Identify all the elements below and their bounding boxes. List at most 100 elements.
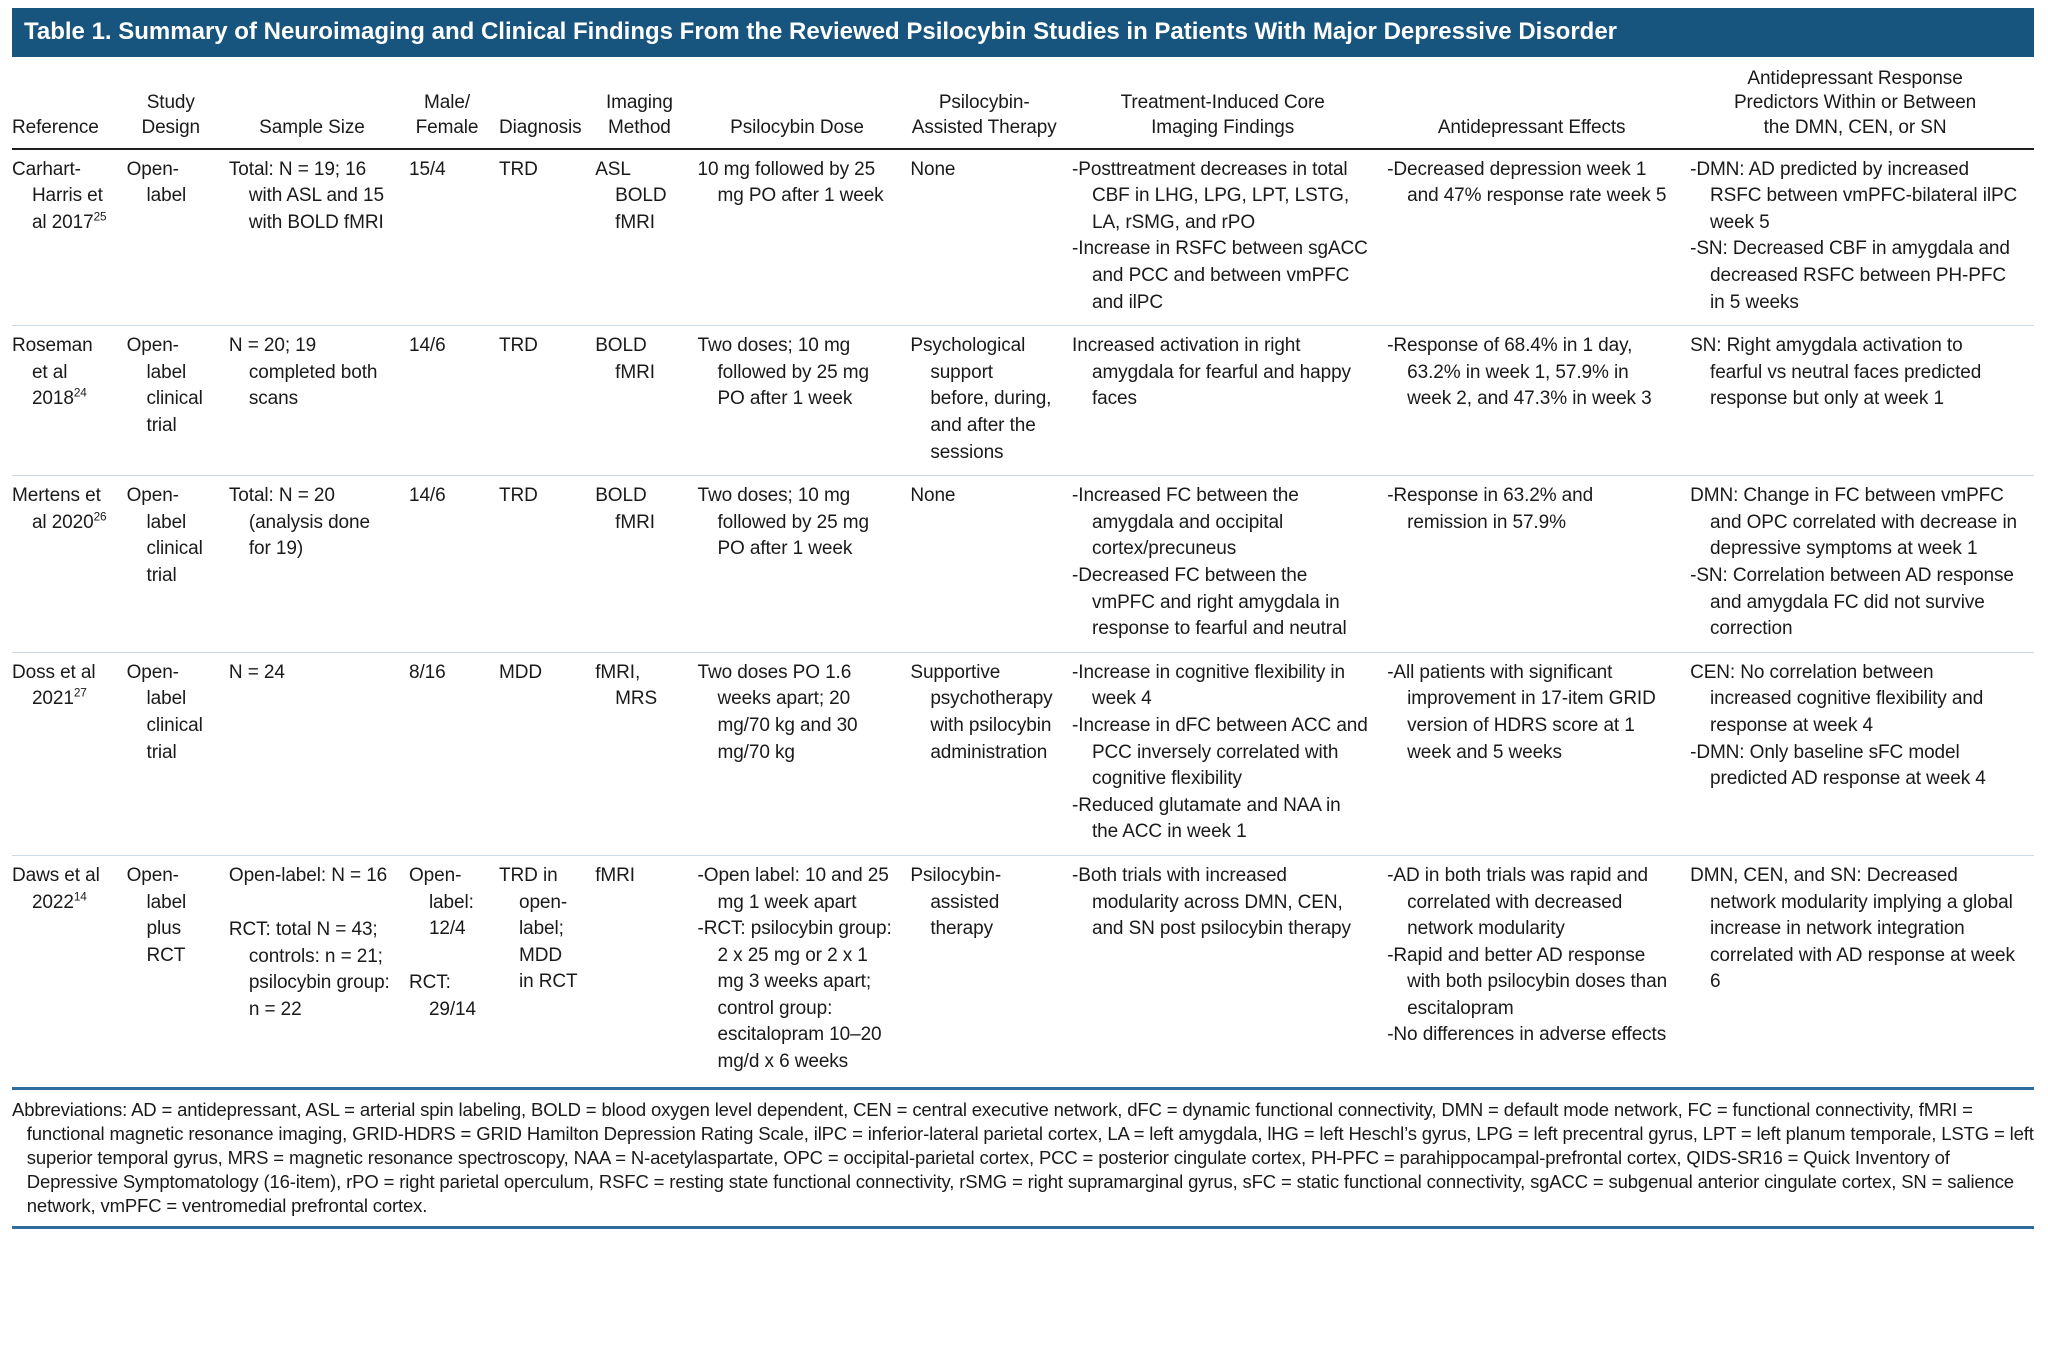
cell-paragraph: -Response in 63.2% and remission in 57.9… bbox=[1387, 485, 1594, 533]
cell-study_design: Open-label clinical trial bbox=[126, 652, 229, 856]
cell-findings: -Both trials with increased modularity a… bbox=[1072, 855, 1387, 1084]
cell-paragraph: Psilocybin-assisted therapy bbox=[910, 864, 1002, 940]
cell-paragraph: Roseman et al 201824 bbox=[12, 335, 93, 410]
cell-male_female: 14/6 bbox=[409, 325, 500, 477]
column-header-therapy: Psilocybin- Assisted Therapy bbox=[910, 66, 1073, 150]
cell-therapy: None bbox=[910, 148, 1073, 327]
cell-predictors: DMN, CEN, and SN: Decreased network modu… bbox=[1690, 855, 2034, 1084]
cell-paragraph: -Decreased FC between the vmPFC and righ… bbox=[1072, 564, 1347, 640]
column-header-sample_size: Sample Size bbox=[228, 66, 409, 150]
column-header-reference: Reference bbox=[12, 66, 127, 150]
abbreviations-footnote: Abbreviations: AD = antidepressant, ASL … bbox=[12, 1098, 2034, 1216]
cell-diagnosis: TRD bbox=[499, 475, 596, 653]
table-row: Roseman et al 201824 Open-label clinical … bbox=[12, 325, 2034, 477]
table-row: Carhart-Harris et al 201725 Open-label Tot… bbox=[12, 148, 2034, 327]
cell-paragraph: -All patients with significant improveme… bbox=[1387, 661, 1656, 763]
cell-diagnosis: TRD bbox=[499, 148, 596, 327]
cell-paragraph: -Increase in dFC between ACC and PCC inv… bbox=[1072, 714, 1368, 790]
cell-sample_size: Total: N = 19; 16 with ASL and 15 with B… bbox=[228, 148, 409, 327]
cell-paragraph: Mertens et al 202026 bbox=[12, 485, 107, 533]
cell-paragraph: ASL BOLD fMRI bbox=[595, 158, 667, 233]
cell-paragraph: -Decreased depression week 1 and 47% res… bbox=[1387, 158, 1667, 207]
header-row: Reference Study Design Sample Size Male/ Fe… bbox=[12, 66, 2034, 150]
cell-reference: Mertens et al 202026 bbox=[12, 475, 127, 653]
cell-therapy: Psychological support before, during, an… bbox=[910, 325, 1073, 477]
cell-predictors: SN: Right amygdala activation to fearful… bbox=[1690, 325, 2034, 477]
cell-paragraph: Open-label bbox=[126, 158, 187, 207]
cell-paragraph: None bbox=[910, 485, 956, 507]
cell-imaging_method: ASL BOLD fMRI bbox=[595, 148, 698, 327]
cell-sample_size: Open-label: N = 16 RCT: total N = 43; con… bbox=[229, 855, 409, 1084]
cell-paragraph: None bbox=[910, 158, 956, 180]
column-header-predictors: Antidepressant Response Predictors Withi… bbox=[1690, 66, 2034, 150]
cell-paragraph: -No differences in adverse effects bbox=[1387, 1024, 1667, 1046]
cell-predictors: CEN: No correlation between increased co… bbox=[1690, 652, 2034, 856]
cell-paragraph: Doss et al 202127 bbox=[12, 661, 96, 710]
column-header-findings: Treatment-Induced Core Imaging Findings bbox=[1072, 66, 1388, 150]
cell-paragraph: RCT: 29/14 bbox=[409, 972, 476, 1020]
cell-paragraph: -Rapid and better AD response with both … bbox=[1387, 944, 1668, 1019]
cell-reference: Carhart-Harris et al 201725 bbox=[12, 148, 127, 327]
paper-table-figure: Table 1. Summary of Neuroimaging and Cli… bbox=[12, 8, 2034, 1229]
cell-paragraph: Increased activation in right amygdala f… bbox=[1072, 335, 1351, 410]
cell-findings: Increased activation in right amygdala f… bbox=[1072, 325, 1388, 477]
cell-paragraph: Total: N = 20 (analysis done for 19) bbox=[228, 485, 370, 560]
citation-superscript: 27 bbox=[73, 687, 87, 701]
cell-paragraph: BOLD fMRI bbox=[595, 335, 655, 383]
cell-paragraph: TRD bbox=[499, 335, 538, 357]
column-header-psilocybin_dose: Psilocybin Dose bbox=[697, 66, 911, 150]
cell-ad_effects: -Decreased depression week 1 and 47% res… bbox=[1387, 148, 1691, 327]
cell-paragraph: -SN: Correlation between AD response and… bbox=[1690, 564, 2014, 640]
table-head: Reference Study Design Sample Size Male/ Fe… bbox=[12, 66, 2034, 150]
cell-findings: -Posttreatment decreases in total CBF in… bbox=[1072, 148, 1388, 327]
column-header-ad_effects: Antidepressant Effects bbox=[1387, 66, 1691, 150]
column-header-imaging_method: Imaging Method bbox=[595, 66, 698, 150]
cell-imaging_method: BOLD fMRI bbox=[595, 325, 698, 477]
cell-paragraph: SN: Right amygdala activation to fearful… bbox=[1690, 335, 1982, 410]
cell-paragraph: -RCT: psilocybin group: 2 x 25 mg or 2 x… bbox=[697, 918, 892, 1073]
cell-paragraph: 8/16 bbox=[409, 661, 446, 683]
cell-paragraph: 14/6 bbox=[409, 335, 446, 357]
cell-paragraph: N = 20; 19 completed both scans bbox=[228, 335, 378, 410]
cell-paragraph: Open-label: N = 16 bbox=[228, 864, 388, 886]
cell-paragraph: Total: N = 19; 16 with ASL and 15 with B… bbox=[228, 158, 384, 233]
citation-superscript: 25 bbox=[93, 210, 107, 224]
cell-paragraph: CEN: No correlation between increased co… bbox=[1690, 661, 1984, 736]
cell-predictors: -DMN: AD predicted by increased RSFC bet… bbox=[1690, 148, 2034, 327]
cell-findings: -Increase in cognitive flexibility in we… bbox=[1072, 652, 1388, 856]
citation-superscript: 14 bbox=[73, 890, 87, 904]
cell-psilocybin_dose: Two doses; 10 mg followed by 25 mg PO af… bbox=[697, 475, 911, 653]
table-row: Mertens et al 202026 Open-label clinical … bbox=[12, 475, 2034, 653]
cell-paragraph: N = 24 bbox=[228, 661, 285, 683]
column-header-diagnosis: Diagnosis bbox=[499, 66, 596, 150]
summary-table: Reference Study Design Sample Size Male/ Fe… bbox=[12, 66, 2034, 1085]
cell-male_female: Open-label: 12/4 RCT: 29/14 bbox=[409, 855, 499, 1084]
cell-paragraph: -SN: Decreased CBF in amygdala and decre… bbox=[1690, 238, 2010, 313]
column-header-male_female: Male/ Female bbox=[409, 66, 500, 150]
cell-paragraph: Daws et al 202214 bbox=[12, 864, 100, 913]
cell-diagnosis: MDD bbox=[499, 652, 596, 856]
cell-paragraph: Psychological support before, during, an… bbox=[910, 335, 1052, 463]
cell-paragraph: -Reduced glutamate and NAA in the ACC in… bbox=[1072, 794, 1341, 843]
table-title: Table 1. Summary of Neuroimaging and Cli… bbox=[24, 18, 1618, 45]
cell-paragraph: -DMN: AD predicted by increased RSFC bet… bbox=[1690, 158, 2018, 233]
cell-paragraph: -Response of 68.4% in 1 day, 63.2% in we… bbox=[1387, 335, 1652, 410]
cell-study_design: Open-label bbox=[126, 148, 229, 327]
cell-paragraph: Two doses; 10 mg followed by 25 mg PO af… bbox=[697, 485, 869, 560]
cell-paragraph: 10 mg followed by 25 mg PO after 1 week bbox=[697, 158, 884, 207]
cell-reference: Roseman et al 201824 bbox=[12, 325, 127, 477]
cell-paragraph: TRD bbox=[499, 158, 538, 180]
cell-therapy: Psilocybin-assisted therapy bbox=[910, 855, 1072, 1084]
cell-male_female: 14/6 bbox=[409, 475, 500, 653]
cell-paragraph: 14/6 bbox=[409, 485, 446, 507]
cell-study_design: Open-label clinical trial bbox=[126, 325, 229, 477]
cell-psilocybin_dose: 10 mg followed by 25 mg PO after 1 week bbox=[697, 148, 911, 327]
cell-therapy: None bbox=[910, 475, 1073, 653]
cell-imaging_method: fMRI, MRS bbox=[595, 652, 698, 856]
cell-paragraph: Supportive psychotherapy with psilocybin… bbox=[910, 661, 1053, 763]
cell-sample_size: N = 24 bbox=[228, 652, 409, 856]
cell-findings: -Increased FC between the amygdala and o… bbox=[1072, 475, 1388, 653]
cell-ad_effects: -Response in 63.2% and remission in 57.9… bbox=[1387, 475, 1691, 653]
cell-paragraph: Two doses; 10 mg followed by 25 mg PO af… bbox=[697, 335, 869, 410]
column-header-study_design: Study Design bbox=[126, 66, 229, 150]
